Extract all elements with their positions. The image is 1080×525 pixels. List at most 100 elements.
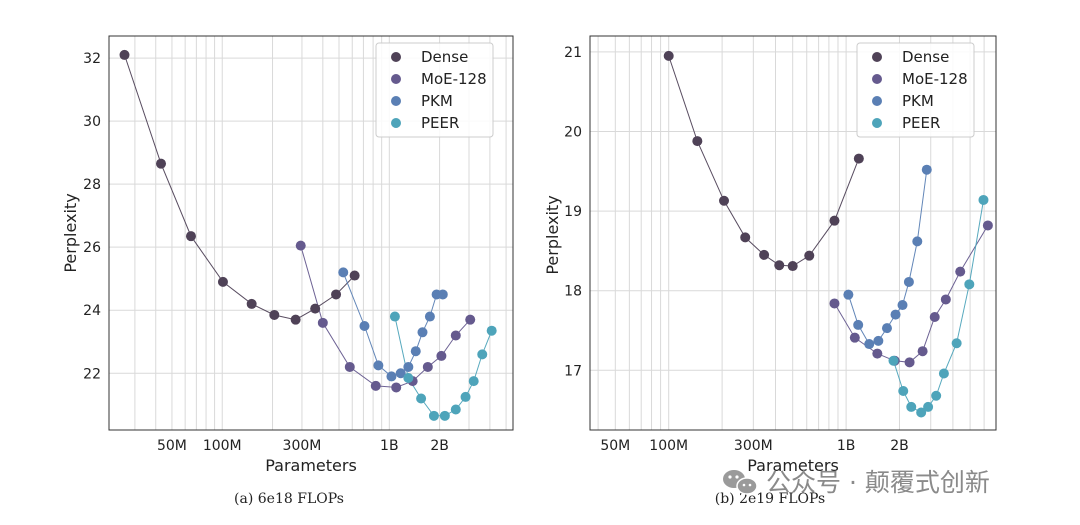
chart-b-line-pkm xyxy=(847,169,928,345)
chart-b-ytick-label: 17 xyxy=(564,363,582,379)
chart-b-ticks: 17 18 19 20 21 50M 100M 300M 1B 2B xyxy=(564,45,909,454)
chart-a-point-peer xyxy=(389,311,400,322)
chart-b-point-dense xyxy=(663,50,674,61)
chart-a-point-moe-128 xyxy=(370,380,381,391)
chart-b-legend-marker-peer xyxy=(872,118,882,128)
chart-a-point-moe-128 xyxy=(317,317,328,328)
chart-a-point-pkm xyxy=(437,289,448,300)
chart-b-caption: (b) 2e19 FLOPs xyxy=(715,491,826,507)
chart-a-point-pkm xyxy=(386,371,397,382)
chart-a-line-pkm xyxy=(342,272,443,377)
chart-b-point-peer xyxy=(938,368,949,379)
chart-a-xlabel: Parameters xyxy=(265,456,357,475)
chart-b-xtick-label: 50M xyxy=(600,438,630,454)
chart-a-xtick-label: 2B xyxy=(430,438,449,454)
chart-b-legend-box xyxy=(856,42,975,138)
chart-a-point-peer xyxy=(477,349,488,360)
chart-b-point-peer xyxy=(951,338,962,349)
chart-b: 17 18 19 20 21 50M 100M 300M 1B 2B Parameters Per… xyxy=(543,35,997,507)
chart-a-point-dense xyxy=(310,303,321,314)
chart-b-point-pkm xyxy=(843,289,854,300)
chart-a-point-peer xyxy=(460,391,471,402)
chart-a-frame xyxy=(108,35,514,431)
chart-a-legend-marker-pkm xyxy=(391,96,401,106)
chart-a-point-pkm xyxy=(359,320,370,331)
chart-b-point-moe-128 xyxy=(955,266,966,277)
chart-b-xtick-label: 1B xyxy=(837,438,856,454)
chart-b-point-peer xyxy=(964,279,975,290)
chart-b-point-pkm xyxy=(890,309,901,320)
chart-b-ytick-label: 18 xyxy=(564,284,582,300)
chart-a-legend-box xyxy=(375,42,494,138)
chart-a-xtick-label: 1B xyxy=(380,438,399,454)
chart-b-point-dense xyxy=(829,215,840,226)
chart-b-point-moe-128 xyxy=(982,220,993,231)
chart-a-legend-label-pkm: PKM xyxy=(421,92,453,110)
chart-a-point-pkm xyxy=(338,267,349,278)
chart-b-point-peer xyxy=(931,390,942,401)
chart-a-xtick-label: 100M xyxy=(203,438,242,454)
chart-b-legend-label-dense: Dense xyxy=(902,48,949,66)
chart-b-point-moe-128 xyxy=(917,346,928,357)
chart-a-legend-marker-moe-128 xyxy=(391,74,401,84)
chart-b-point-peer xyxy=(923,401,934,412)
chart-a-point-dense xyxy=(119,49,130,60)
chart-b-point-dense xyxy=(787,261,798,272)
chart-b-point-pkm xyxy=(903,276,914,287)
chart-a-xtick-label: 300M xyxy=(283,438,322,454)
chart-b-ytick-label: 20 xyxy=(564,125,582,141)
chart-a-ytick-label: 22 xyxy=(83,366,101,382)
watermark: 公众号 · 颠覆式创新 xyxy=(723,468,990,497)
chart-b-point-dense xyxy=(774,260,785,271)
chart-b-legend-marker-pkm xyxy=(872,96,882,106)
chart-a-ytick-label: 24 xyxy=(83,303,101,319)
chart-b-legend: Dense MoE-128 PKM PEER xyxy=(856,42,975,138)
chart-a-point-pkm xyxy=(403,361,414,372)
chart-b-point-peer xyxy=(978,194,989,205)
chart-a-ticks: 22 24 26 28 30 32 50M 100M 300M 1B 2B xyxy=(83,51,449,454)
chart-a-line-moe-128 xyxy=(300,245,471,388)
chart-a-ytick-label: 26 xyxy=(83,240,101,256)
chart-b-point-moe-128 xyxy=(940,294,951,305)
chart-a-point-peer xyxy=(450,404,461,415)
chart-a-point-peer xyxy=(439,410,450,421)
chart-b-line-dense xyxy=(668,55,860,267)
chart-b-legend-label-moe-128: MoE-128 xyxy=(902,70,968,88)
chart-b-frame xyxy=(589,35,997,431)
chart-a-point-dense xyxy=(290,314,301,325)
chart-a-point-moe-128 xyxy=(422,361,433,372)
chart-b-legend-label-pkm: PKM xyxy=(902,92,934,110)
chart-a-ylabel: Perplexity xyxy=(61,193,80,272)
chart-a-point-moe-128 xyxy=(391,382,402,393)
chart-a-point-dense xyxy=(156,158,167,169)
chart-b-point-moe-128 xyxy=(904,357,915,368)
chart-b-ytick-label: 21 xyxy=(564,45,582,61)
chart-a: 22 24 26 28 30 32 50M 100M 300M 1B 2B Parameters P… xyxy=(61,35,514,507)
chart-b-point-dense xyxy=(804,250,815,261)
chart-a-point-peer xyxy=(486,325,497,336)
chart-a-point-pkm xyxy=(395,368,406,379)
chart-b-point-peer xyxy=(916,407,927,418)
chart-a-point-moe-128 xyxy=(295,240,306,251)
chart-a-legend-marker-dense xyxy=(391,52,401,62)
chart-b-legend-marker-dense xyxy=(872,52,882,62)
chart-a-point-dense xyxy=(349,270,360,281)
chart-b-point-moe-128 xyxy=(829,298,840,309)
chart-a-point-moe-128 xyxy=(465,314,476,325)
chart-a-legend-label-dense: Dense xyxy=(421,48,468,66)
watermark-text: 公众号 · 颠覆式创新 xyxy=(766,468,990,497)
chart-a-point-pkm xyxy=(417,327,428,338)
chart-b-point-peer xyxy=(888,355,899,366)
chart-b-legend-marker-moe-128 xyxy=(872,74,882,84)
chart-a-point-dense xyxy=(269,309,280,320)
chart-b-line-peer xyxy=(893,199,984,414)
chart-b-point-pkm xyxy=(873,335,884,346)
chart-b-lines xyxy=(668,55,989,414)
chart-b-point-dense xyxy=(759,249,770,260)
chart-a-points xyxy=(119,49,497,421)
chart-b-xtick-label: 300M xyxy=(734,438,773,454)
chart-a-ytick-label: 30 xyxy=(83,114,101,130)
chart-b-points xyxy=(663,50,993,418)
chart-a-point-pkm xyxy=(424,311,435,322)
